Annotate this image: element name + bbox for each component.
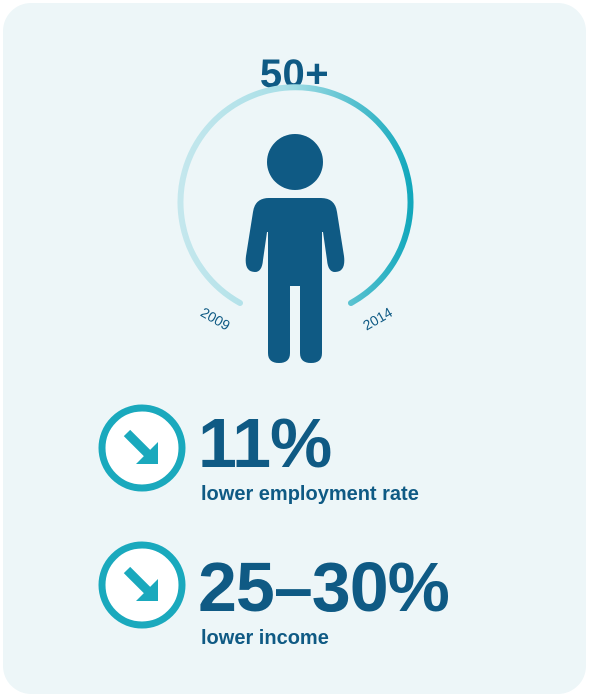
- employment-stat: 11% lower employment rate: [0, 400, 589, 520]
- arrow-down-right-circle-icon: [98, 541, 186, 629]
- employment-rate-label: lower employment rate: [201, 483, 419, 505]
- end-year-label: 2014: [360, 304, 395, 334]
- employment-rate-value: 11%: [198, 404, 332, 482]
- start-year-label: 2009: [198, 304, 233, 334]
- arrow-down-right-circle-icon: [98, 404, 186, 492]
- income-value: 25–30%: [198, 548, 450, 626]
- income-stat: 25–30% lower income: [0, 537, 589, 657]
- person-figure-graphic: 2009 2014: [177, 84, 414, 363]
- income-label: lower income: [201, 627, 329, 649]
- age-title: 50+: [259, 52, 330, 96]
- person-icon: [245, 134, 345, 363]
- timeline-arc: [177, 84, 414, 306]
